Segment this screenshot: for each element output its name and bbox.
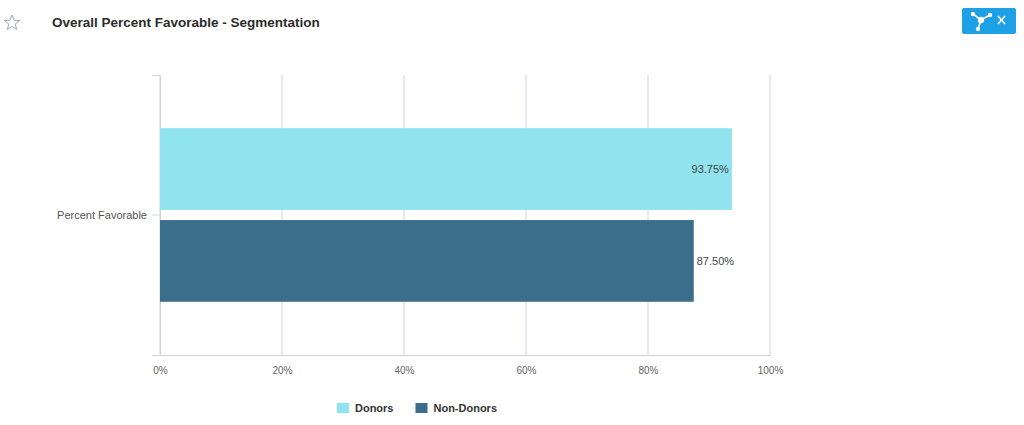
close-x[interactable] xyxy=(998,16,1005,24)
close-x-line[interactable] xyxy=(998,16,1005,24)
icon-node[interactable] xyxy=(988,13,992,17)
data-label: 87.50% xyxy=(697,255,735,267)
bar-series xyxy=(160,220,694,302)
legend-item[interactable]: Donors xyxy=(337,402,394,414)
chart-container: Overall Percent Favorable - Segmentation… xyxy=(0,0,1024,425)
x-tick: 100% xyxy=(758,355,784,376)
chart-title: Overall Percent Favorable - Segmentation xyxy=(52,15,320,30)
y-tick-mark xyxy=(152,215,160,216)
icon-node[interactable] xyxy=(976,27,980,31)
legend-swatch[interactable] xyxy=(337,403,349,413)
x-tick: 40% xyxy=(394,355,414,376)
y-tick-label: Percent Favorable xyxy=(57,209,147,221)
legend-label[interactable]: Non-Donors xyxy=(433,402,497,414)
x-axis: 0% 20% 40% 60% 80% 100% xyxy=(153,355,783,376)
network-icon[interactable] xyxy=(971,12,992,31)
grid-line xyxy=(526,75,527,355)
legend: Donors Non-Donors xyxy=(337,402,497,414)
icon-node[interactable] xyxy=(978,17,984,23)
bar xyxy=(160,128,732,210)
chart-svg: Overall Percent Favorable - Segmentation… xyxy=(0,0,1024,425)
y-axis-line xyxy=(152,76,161,356)
x-tick: 20% xyxy=(272,355,292,376)
favorite-star[interactable] xyxy=(4,15,19,29)
grid xyxy=(160,75,770,355)
y-tick: Percent Favorable xyxy=(57,209,160,221)
bar-series xyxy=(160,128,732,210)
bar xyxy=(160,220,694,302)
x-tick: 0% xyxy=(153,355,168,376)
grid-line xyxy=(770,75,771,355)
legend-swatch[interactable] xyxy=(415,403,427,413)
x-tick-label: 40% xyxy=(394,365,414,376)
grid-line xyxy=(282,75,283,355)
bars xyxy=(160,128,732,302)
grid-line xyxy=(648,75,649,355)
x-tick-label: 80% xyxy=(638,365,658,376)
x-tick-label: 100% xyxy=(758,365,784,376)
close-button-bg[interactable] xyxy=(962,8,1016,34)
close-x-line[interactable] xyxy=(998,16,1005,24)
x-tick: 80% xyxy=(638,355,658,376)
close-button[interactable] xyxy=(962,8,1016,34)
legend-label[interactable]: Donors xyxy=(355,402,394,414)
data-label: 93.75% xyxy=(692,163,730,175)
icon-node[interactable] xyxy=(971,12,975,16)
legend-item[interactable]: Non-Donors xyxy=(415,402,497,414)
x-axis-line xyxy=(161,355,771,356)
data-labels: 93.75% 87.50% xyxy=(692,163,735,267)
x-tick-label: 0% xyxy=(153,365,168,376)
x-tick-label: 20% xyxy=(272,365,292,376)
x-tick: 60% xyxy=(516,355,536,376)
grid-line xyxy=(404,75,405,355)
x-tick-label: 60% xyxy=(516,365,536,376)
y-axis: Percent Favorable xyxy=(57,76,160,356)
